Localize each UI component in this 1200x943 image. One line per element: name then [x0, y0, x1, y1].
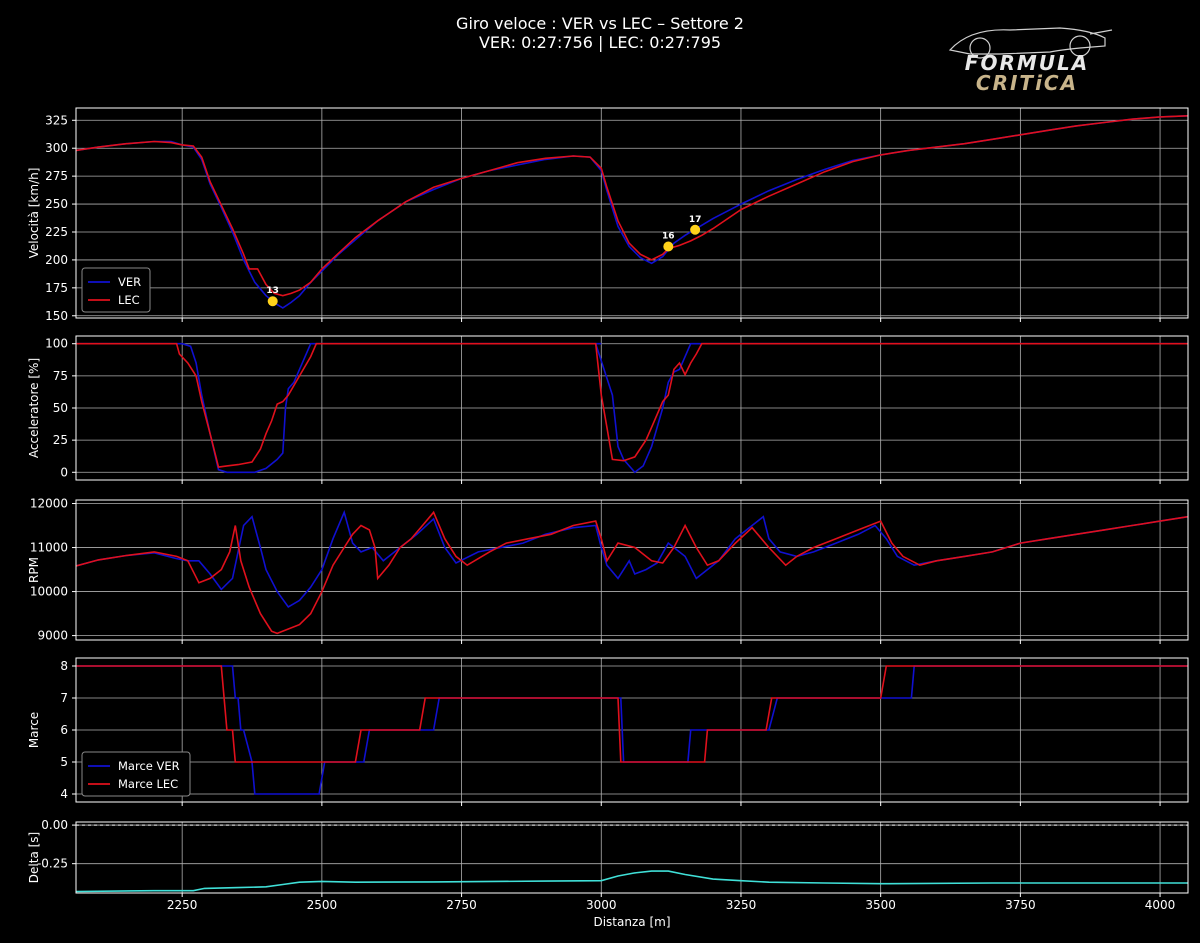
corner-marker	[690, 224, 701, 235]
legend-label: Marce LEC	[118, 777, 178, 791]
series-line-lec	[76, 510, 1188, 635]
panel-gear: 4 5 6 7 8 Marce Marce VER Marce LEC	[27, 657, 1189, 806]
y-axis-label: Acceleratore [%]	[27, 358, 41, 458]
y-tick-label: 50	[53, 401, 68, 415]
y-tick-label: 9000	[37, 629, 68, 643]
y-tick-label: 100	[45, 337, 68, 351]
legend-box	[81, 267, 151, 313]
panel-frame	[75, 499, 1189, 641]
x-tick-label: 2500	[307, 898, 338, 912]
y-tick-label: 12000	[30, 497, 68, 511]
y-tick-label: 11000	[30, 541, 68, 555]
panel-frame	[75, 107, 1189, 319]
y-tick-label: 0	[60, 465, 68, 479]
series-line-marce-lec	[76, 665, 1188, 763]
y-tick-label: 275	[45, 169, 68, 183]
series-line-ver	[76, 509, 1188, 609]
y-tick-label: 175	[45, 281, 68, 295]
chart-title-lap-times: VER: 0:27:756 | LEC: 0:27:795	[478, 33, 722, 52]
y-tick-label: 4	[60, 787, 68, 801]
panel-frame	[75, 657, 1189, 803]
y-tick-label: 8	[60, 659, 68, 673]
y-tick-label: -0.25	[37, 857, 68, 871]
panel-speed: 150 175 200 225 250 275 300 325 13 16 17 Velocità […	[27, 107, 1189, 323]
panel-frame	[75, 335, 1189, 481]
x-tick-label: 2250	[167, 898, 198, 912]
corner-marker	[267, 296, 278, 307]
corner-label: 16	[662, 232, 675, 242]
y-tick-label: 200	[45, 253, 68, 267]
y-tick-label: 6	[60, 723, 68, 737]
series-line-ver	[76, 115, 1188, 309]
y-tick-label: 325	[45, 113, 68, 127]
x-tick-label: 4000	[1145, 898, 1176, 912]
logo-text-critica: CRITiCA	[976, 71, 1078, 95]
y-tick-label: 225	[45, 225, 68, 239]
panel-throttle: 0 25 50 75 100 Acceleratore [%]	[27, 335, 1189, 484]
legend-label: LEC	[118, 293, 140, 307]
y-tick-label: 75	[53, 369, 68, 383]
y-tick-label: 150	[45, 309, 68, 323]
x-axis-label: Distanza [m]	[593, 915, 670, 929]
x-tick-label: 3500	[865, 898, 896, 912]
logo-text-formula: FORMULA	[965, 51, 1089, 75]
y-tick-label: 5	[60, 755, 68, 769]
corner-label: 17	[689, 215, 702, 225]
x-tick-label: 3250	[726, 898, 757, 912]
x-tick-label: 2750	[446, 898, 477, 912]
y-tick-label: 300	[45, 141, 68, 155]
x-tick-label: 3000	[586, 898, 617, 912]
legend-label: VER	[118, 275, 141, 289]
series-line-ver	[76, 342, 1188, 474]
y-axis-label: Velocità [km/h]	[27, 168, 41, 259]
y-tick-label: 7	[60, 691, 68, 705]
chart-title: Giro veloce : VER vs LEC – Settore 2 VER…	[0, 14, 1200, 52]
y-tick-label: 250	[45, 197, 68, 211]
series-line-lec	[76, 342, 1188, 468]
y-axis-label: Delta [s]	[27, 832, 41, 883]
chart-title-main: Giro veloce : VER vs LEC – Settore 2	[456, 14, 744, 33]
corner-label: 13	[266, 286, 279, 296]
y-axis-label: Marce	[27, 712, 41, 748]
y-axis-label: RPM	[27, 557, 41, 583]
legend-label: Marce VER	[118, 759, 180, 773]
series-line-delta	[76, 870, 1188, 893]
series-line-lec	[76, 115, 1188, 297]
formula-critica-logo: FORMULA CRITiCA	[948, 27, 1113, 95]
corner-marker	[663, 241, 674, 252]
legend-box	[81, 751, 191, 797]
panel-frame	[75, 821, 1189, 894]
y-tick-label: 0.00	[41, 818, 68, 832]
y-tick-label: 25	[53, 433, 68, 447]
panel-rpm: 9000 10000 11000 12000 RPM	[27, 497, 1189, 644]
x-tick-label: 3750	[1005, 898, 1036, 912]
y-tick-label: 10000	[30, 585, 68, 599]
